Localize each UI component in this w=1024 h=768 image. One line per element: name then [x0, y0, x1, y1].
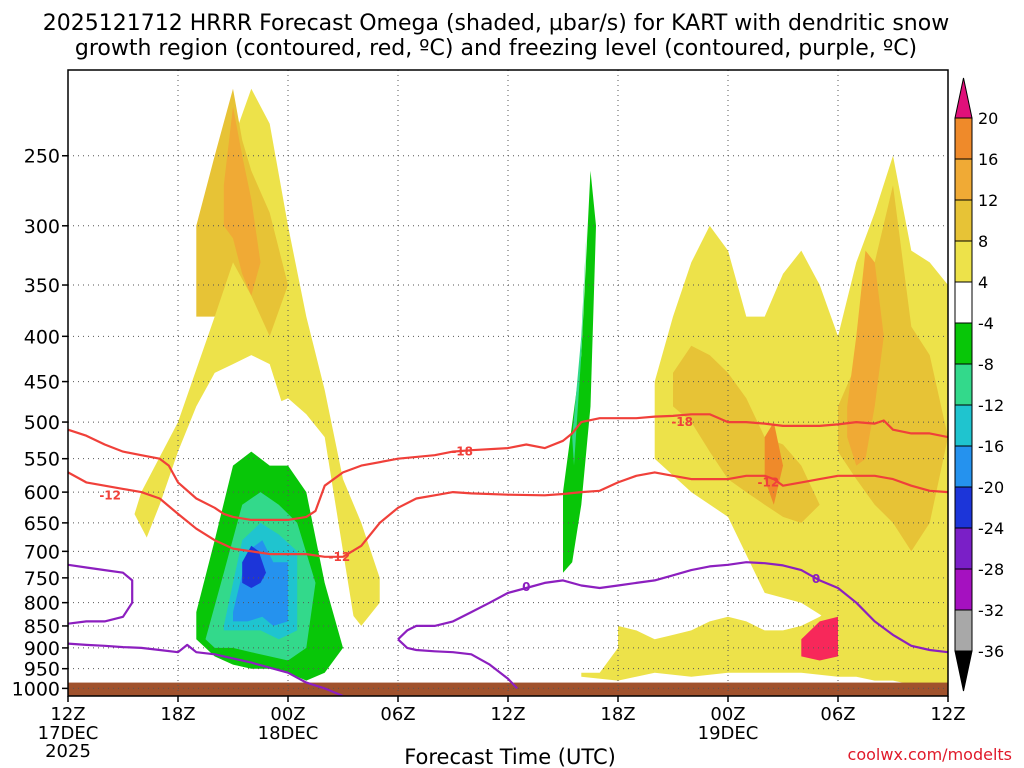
x-tick-sublabel-12: 18DEC: [258, 723, 319, 744]
colorbar-bin-10: [954, 527, 973, 570]
y-tick-label-600: 600: [24, 482, 60, 504]
ground-fill: [68, 682, 948, 696]
y-tick-label-350: 350: [24, 275, 60, 297]
colorbar-bin-6: [954, 363, 973, 406]
colorbar-label-7: -12: [978, 396, 1004, 415]
contour-label-2: -12: [99, 488, 121, 502]
chart-title-line1: 2025121712 HRRR Forecast Omega (shaded, …: [43, 11, 949, 36]
x-tick-label-18: 06Z: [380, 704, 415, 725]
colorbar-label-13: -36: [978, 642, 1004, 661]
x-tick-sublabel-36: 19DEC: [698, 723, 759, 744]
contour-label-0: -18: [451, 445, 473, 459]
y-tick-label-450: 450: [24, 372, 60, 394]
contour-freezing-2: [68, 563, 134, 625]
ground-layer: [68, 682, 948, 696]
colorbar-bin-8: [954, 445, 973, 488]
x-tick-sublabel-0: 17DEC: [38, 723, 99, 744]
colorbar-label-0: 20: [978, 109, 998, 128]
colorbar-bin-12: [954, 609, 973, 652]
contour-label-6: 0: [812, 572, 820, 586]
x-tick-label-6: 18Z: [160, 704, 195, 725]
x-tick-label-30: 18Z: [600, 704, 635, 725]
x-tick-label-42: 06Z: [820, 704, 855, 725]
omega-region-6: [223, 106, 261, 296]
colorbar: 20 16 12 8 4 -4 -8 -12 -16 -20 -24 -28 -32 -36: [954, 77, 1004, 692]
colorbar-label-4: 4: [978, 273, 988, 292]
colorbar-bin-0: [954, 117, 973, 160]
colorbar-bottom-arrow: [954, 650, 973, 692]
omega-region-4: [673, 345, 820, 523]
colorbar-label-1: 16: [978, 150, 998, 169]
omega-region-8: [764, 422, 783, 505]
y-tick-label-800: 800: [24, 593, 60, 615]
colorbar-label-9: -20: [978, 478, 1004, 497]
y-tick-label-700: 700: [24, 541, 60, 563]
contour-freezing-3: [68, 642, 344, 696]
colorbar-bin-4: [954, 281, 973, 324]
colorbar-label-8: -16: [978, 437, 1004, 456]
credit-label: coolwx.com/modelts: [848, 745, 1012, 764]
y-tick-label-250: 250: [24, 146, 60, 168]
x-tick-label-24: 12Z: [490, 704, 525, 725]
colorbar-bin-11: [954, 568, 973, 611]
contour-freezing-4: [397, 561, 948, 654]
colorbar-label-6: -8: [978, 355, 994, 374]
colorbar-label-10: -24: [978, 519, 1004, 538]
colorbar-bin-7: [954, 404, 973, 447]
contour-label-1: -18: [671, 415, 693, 429]
y-axis: 2503003504004505005506006507007508008509…: [12, 146, 68, 700]
x-tick-label-12: 00Z: [270, 704, 305, 725]
x-tick-label-36: 00Z: [710, 704, 745, 725]
omega-shading: [86, 70, 948, 689]
contour-dendritic-0: [68, 413, 948, 522]
colorbar-bin-5: [954, 322, 973, 365]
x-axis-label: Forecast Time (UTC): [404, 745, 616, 768]
y-tick-label-1000: 1000: [12, 678, 60, 700]
y-tick-label-550: 550: [24, 449, 60, 471]
chart-title-line2: growth region (contoured, red, ºC) and f…: [75, 36, 917, 61]
colorbar-label-11: -28: [978, 560, 1004, 579]
y-tick-label-850: 850: [24, 616, 60, 638]
x-tick-year-0: 2025: [45, 741, 91, 762]
contour-labels: -18 -18 -12 -12 -12 0 0: [99, 415, 820, 594]
contour-label-5: 0: [522, 580, 530, 594]
omega-region-2: [581, 592, 948, 689]
x-tick-label-0: 12Z: [50, 704, 85, 725]
colorbar-label-5: -4: [978, 314, 994, 333]
y-tick-label-750: 750: [24, 568, 60, 590]
contour-label-3: -12: [328, 550, 350, 564]
plot-area: [68, 70, 948, 696]
omega-region-7: [847, 250, 884, 466]
colorbar-label-2: 12: [978, 191, 998, 210]
omega-region-9: [801, 616, 838, 661]
colorbar-bin-9: [954, 486, 973, 529]
y-tick-label-650: 650: [24, 513, 60, 535]
colorbar-label-12: -32: [978, 601, 1004, 620]
colorbar-bin-1: [954, 158, 973, 201]
y-tick-label-950: 950: [24, 659, 60, 681]
colorbar-bin-2: [954, 199, 973, 242]
grid-lines: [68, 70, 948, 696]
x-tick-label-48: 12Z: [930, 704, 965, 725]
omega-region-18: [572, 225, 587, 466]
colorbar-label-3: 8: [978, 232, 988, 251]
y-tick-label-400: 400: [24, 326, 60, 348]
y-tick-label-500: 500: [24, 412, 60, 434]
contour-label-4: -12: [757, 475, 779, 489]
omega-region-5: [838, 185, 948, 552]
contour-freezing-5: [397, 638, 518, 690]
contour-lines: [68, 413, 948, 696]
colorbar-bin-3: [954, 240, 973, 283]
y-tick-label-900: 900: [24, 638, 60, 660]
y-tick-label-300: 300: [24, 216, 60, 238]
contour-dendritic-1: [68, 471, 948, 558]
